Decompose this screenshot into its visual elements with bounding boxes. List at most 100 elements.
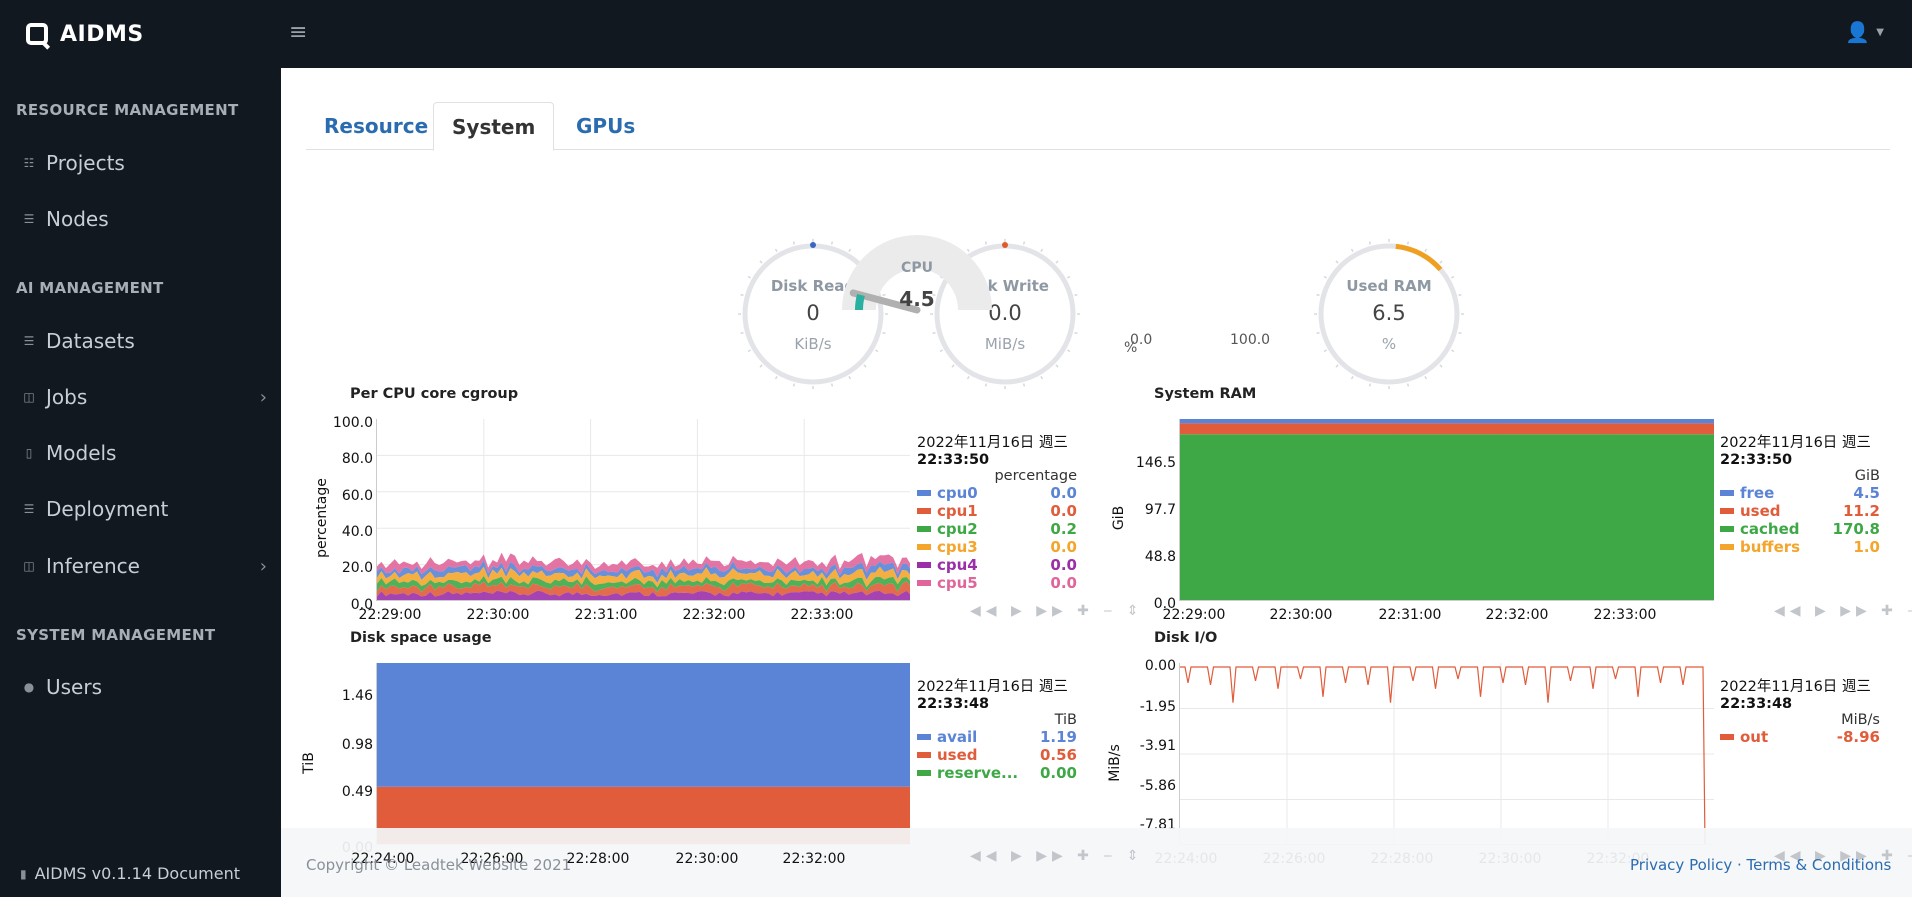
plot-ram[interactable] [1179,419,1714,601]
gauge-tick [774,375,778,380]
sidebar-item-label: Users [46,675,103,699]
gauge-tick [939,349,944,353]
sidebar-item-jobs[interactable]: ◫ Jobs › [22,382,267,412]
sidebar-item-inference[interactable]: ◫ Inference › [22,551,267,581]
tab-system[interactable]: System [433,102,555,151]
legend-item[interactable]: cpu0 0.0 [917,484,1077,502]
legend-swatch [917,526,931,532]
gauge-tick [1066,275,1071,279]
gauge-cpu-min: 0.0 [1130,332,1153,348]
y-tick-label: 80.0 [341,451,373,468]
brand-name: AIDMS [60,21,144,47]
gauge-tick [1406,241,1410,245]
gauge-title: Used RAM [1346,277,1432,295]
legend-item[interactable]: cpu3 0.0 [917,538,1077,556]
x-tick-label: 22:32:00 [782,851,846,867]
y-tick-label: 48.8 [1144,549,1176,565]
tab-resource[interactable]: Resource [324,114,429,138]
gauge-disk-read: Disk Read 0 KiB/s [738,239,888,389]
user-menu[interactable]: 👤 ▼ [1845,20,1884,44]
gauge-disk-read-dial [738,239,888,389]
legend-date: 2022年11月16日 週三 [917,679,1068,695]
chevron-right-icon: › [259,386,267,408]
sidebar-item-models[interactable]: ▯ Models [22,438,267,468]
x-tick-label: 22:30:00 [466,607,530,623]
legend-item[interactable]: reserve... 0.00 [917,764,1077,782]
gauge-cpu-unit: % [1124,340,1138,356]
legend-item[interactable]: free 4.5 [1720,484,1880,502]
area-series [377,566,910,588]
sidebar-item-nodes[interactable]: ☰ Nodes [22,204,267,234]
legend-item[interactable]: cpu5 0.0 [917,574,1077,592]
plot-disk-space[interactable] [376,663,910,845]
legend-swatch [1720,508,1734,514]
plot-disk-io[interactable] [1179,663,1714,845]
legend-item[interactable]: buffers 1.0 [1720,538,1880,556]
page-footer [281,828,1912,897]
y-tick-label: -3.91 [1139,738,1176,754]
gauge-tick [792,241,796,245]
legend-value: 0.00 [1039,764,1077,782]
list-icon: ☷ [23,156,35,170]
chart-controls-ram[interactable]: ◀◀ ▶ ▶▶ ✚ ‒ ⇕ [1774,603,1912,619]
gauge-tick [1074,293,1078,297]
legend-item[interactable]: cached 170.8 [1720,520,1880,538]
legend-item[interactable]: avail 1.19 [917,728,1077,746]
hamburger-icon[interactable]: ≡ [289,20,308,45]
sidebar-item-projects[interactable]: ☷ Projects [22,148,267,178]
sidebar-item-label: Models [46,441,117,465]
gauge-cpu: CPU 4.5 [837,190,997,370]
legend-item[interactable]: used 0.56 [917,746,1077,764]
gauge-tick [1323,349,1328,353]
chart-controls-cpu[interactable]: ◀◀ ▶ ▶▶ ✚ ‒ ⇕ [970,603,1144,619]
gauge-tick [774,248,778,253]
gauge-tick [1316,293,1320,297]
area-series [377,590,910,600]
area-series [1180,423,1714,435]
sidebar-item-deployment[interactable]: ☰ Deployment [22,494,267,524]
gauge-cpu-dial [842,235,992,314]
sidebar-item-datasets[interactable]: ☰ Datasets [22,326,267,356]
brand[interactable]: AIDMS [0,0,281,68]
gauge-tick [1368,383,1372,387]
legend-value: 0.0 [1050,538,1077,556]
legend-value: 1.19 [1039,728,1077,746]
legend-swatch [917,508,931,514]
gauge-marker [1002,242,1008,248]
gauge-tick [1055,260,1059,264]
plot-cpu-svg [377,419,910,600]
policy-links[interactable]: Privacy Policy · Terms & Conditions [1630,856,1892,874]
legend-item[interactable]: cpu4 0.0 [917,556,1077,574]
legend-swatch [917,752,931,758]
user-icon: ● [23,680,35,694]
gauge-tick [1316,331,1320,335]
legend-value: 0.0 [1050,556,1077,574]
gauge-tick [1458,293,1462,297]
plot-cpu[interactable] [376,419,910,601]
gauge-value: 0 [806,301,820,325]
legend-item[interactable]: cpu2 0.2 [917,520,1077,538]
chart-controls-disk-io[interactable]: ◀◀ ▶ ▶▶ ✚ ‒ ⇕ [1774,848,1912,864]
legend-item[interactable]: out -8.96 [1720,728,1880,746]
y-tick-label: -1.95 [1139,699,1176,715]
gauge-used-ram-dial [1314,239,1464,389]
y-tick-label: -5.86 [1139,778,1176,794]
area-series [1180,600,1714,601]
chart-controls-disk-space[interactable]: ◀◀ ▶ ▶▶ ✚ ‒ ⇕ [970,848,1144,864]
legend-time: 22:33:48 [917,696,990,712]
legend-name: reserve... [937,764,1019,782]
document-link[interactable]: ▮ AIDMS v0.1.14 Document [20,864,240,883]
tab-gpus[interactable]: GPUs [576,114,636,138]
gauge-tick [1439,364,1443,368]
gauge-disk-write-dial [930,239,1080,389]
gauge-tick [1066,349,1071,353]
x-tick-label: 22:31:00 [574,607,638,623]
sidebar-item-users[interactable]: ● Users [22,672,267,702]
legend-swatch [917,734,931,740]
legend-swatch [917,562,931,568]
legend-value: 170.8 [1832,520,1880,538]
legend-item[interactable]: cpu1 0.0 [917,502,1077,520]
document-link-label: AIDMS v0.1.14 Document [34,864,240,883]
legend-name: used [937,746,978,764]
legend-item[interactable]: used 11.2 [1720,502,1880,520]
